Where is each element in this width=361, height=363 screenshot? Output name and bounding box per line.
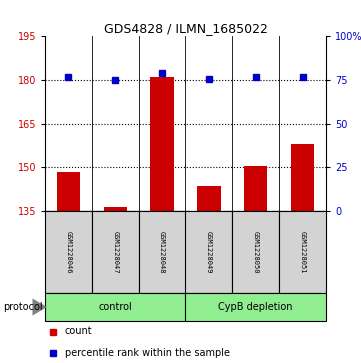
Text: count: count (65, 326, 92, 337)
Bar (151, 77, 174, 211)
Bar (139, 211, 186, 293)
Text: GSM1228051: GSM1228051 (300, 231, 305, 273)
Bar (279, 211, 326, 293)
Bar (197, 186, 221, 211)
Text: GSM1228050: GSM1228050 (253, 231, 259, 273)
Bar (291, 144, 314, 211)
Text: GSM1228046: GSM1228046 (65, 231, 71, 273)
Text: GSM1228049: GSM1228049 (206, 231, 212, 273)
Bar (186, 293, 326, 321)
Bar (57, 172, 80, 211)
Text: GSM1228048: GSM1228048 (159, 231, 165, 273)
Text: GSM1228047: GSM1228047 (112, 231, 118, 273)
Bar (45, 211, 92, 293)
Text: control: control (99, 302, 132, 312)
Text: CypB depletion: CypB depletion (218, 302, 293, 312)
Text: percentile rank within the sample: percentile rank within the sample (65, 347, 230, 358)
Bar (92, 211, 139, 293)
Title: GDS4828 / ILMN_1685022: GDS4828 / ILMN_1685022 (104, 22, 268, 35)
Bar (232, 211, 279, 293)
Bar (104, 207, 127, 211)
Polygon shape (32, 298, 47, 315)
Bar (186, 211, 232, 293)
Text: protocol: protocol (4, 302, 43, 312)
Bar (45, 293, 186, 321)
Bar (244, 166, 268, 211)
